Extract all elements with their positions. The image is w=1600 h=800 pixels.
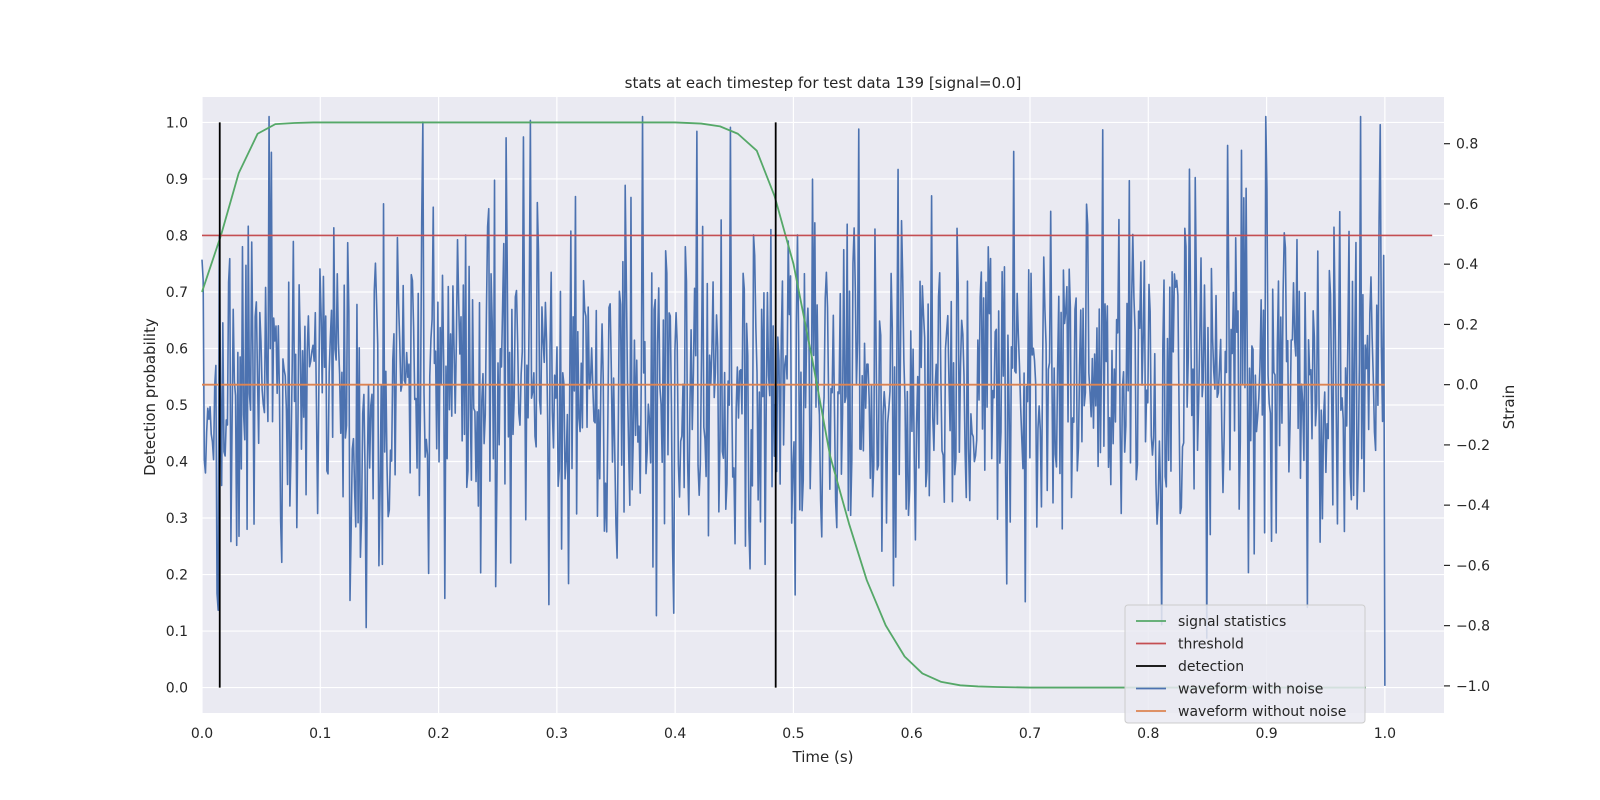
legend-entry: signal statistics [1178,614,1286,630]
x-tick-label: 0.4 [664,726,686,742]
y-left-tick-label: 0.7 [166,285,188,301]
x-tick-label: 1.0 [1374,726,1396,742]
y-right-tick-label: −0.6 [1456,558,1490,574]
legend-entry: waveform without noise [1178,704,1346,720]
y-left-axis-ticks: 0.0 0.1 0.2 0.3 0.4 0.5 0.6 0.7 0.8 0.9 1.0 [166,115,188,696]
x-tick-label: 0.1 [309,726,331,742]
x-tick-label: 0.5 [782,726,804,742]
x-tick-label: 0.8 [1137,726,1159,742]
x-tick-label: 0.9 [1255,726,1277,742]
y-right-tick-label: 0.4 [1456,257,1478,273]
chart-title: stats at each timestep for test data 139… [625,74,1022,92]
x-tick-label: 0.7 [1019,726,1041,742]
y-right-tick-label: −0.2 [1456,438,1490,454]
signal-statistics-line [201,121,1366,689]
y-right-tick-label: 0.2 [1456,317,1478,333]
y-left-tick-label: 0.2 [166,568,188,584]
series-signal-statistics [201,121,1366,689]
y-right-tick-label: 0.0 [1456,378,1478,394]
y-left-tick-label: 0.9 [166,172,188,188]
legend-box [1124,604,1366,724]
x-tick-label: 0.6 [901,726,923,742]
series-waveform-with-noise [201,115,1386,686]
y-left-tick-label: 0.4 [166,455,188,471]
waveform-with-noise-line [201,115,1386,686]
y-right-axis-label: Strain [1500,385,1518,429]
y-right-tick-label: 0.8 [1456,137,1478,153]
y-left-axis-label: Detection probability [141,318,159,476]
x-tick-label: 0.3 [546,726,568,742]
y-left-tick-label: 0.5 [166,398,188,414]
x-axis-ticks: 0.0 0.1 0.2 0.3 0.4 0.5 0.6 0.7 0.8 0.9 1.0 [191,726,1396,742]
y-left-tick-label: 1.0 [166,115,188,131]
legend-entry: threshold [1178,637,1244,653]
y-left-tick-label: 0.1 [166,624,188,640]
x-tick-label: 0.0 [191,726,213,742]
y-right-tick-label: 0.6 [1456,197,1478,213]
y-right-tick-label: −1.0 [1456,679,1490,695]
y-right-tick-label: −0.4 [1456,498,1490,514]
y-right-axis-ticks: −1.0 −0.8 −0.6 −0.4 −0.2 0.0 0.2 0.4 0.6 0.8 [1444,137,1490,695]
legend: signal statistics threshold detection wavef… [1124,604,1366,724]
y-right-tick-label: −0.8 [1456,619,1490,635]
x-axis-label: Time (s) [792,748,854,766]
series-detection [218,122,777,688]
y-left-tick-label: 0.0 [166,681,188,697]
y-left-tick-label: 0.6 [166,341,188,357]
legend-entry: detection [1178,659,1244,675]
x-tick-label: 0.2 [427,726,449,742]
legend-entry: waveform with noise [1178,682,1323,698]
y-left-tick-label: 0.8 [166,228,188,244]
y-left-tick-label: 0.3 [166,511,188,527]
